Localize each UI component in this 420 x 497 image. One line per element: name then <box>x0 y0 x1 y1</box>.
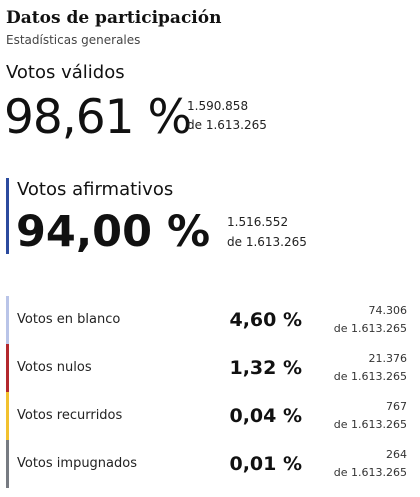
affirmative-votes-percentage: 94,00 % <box>16 207 211 257</box>
row-label: Votos recurridos <box>17 408 123 423</box>
valid-votes-percentage: 98,61 % <box>4 90 192 145</box>
row-blank-votes: Votos en blanco 4,60 % 74.306 de 1.613.2… <box>0 296 420 344</box>
row-percentage: 0,04 % <box>229 405 302 427</box>
row-contested-votes: Votos recurridos 0,04 % 767 de 1.613.265 <box>0 392 420 440</box>
row-label: Votos impugnados <box>17 456 137 471</box>
row-count: 264 <box>386 448 407 461</box>
affirmative-votes-count: 1.516.552 <box>227 215 289 229</box>
row-percentage: 1,32 % <box>229 357 302 379</box>
row-label: Votos en blanco <box>17 312 121 327</box>
valid-votes-total: de 1.613.265 <box>187 118 267 132</box>
panel-title: Datos de participación <box>6 8 222 28</box>
row-count: 21.376 <box>368 352 408 365</box>
affirmative-votes-label: Votos afirmativos <box>17 179 174 200</box>
row-total: de 1.613.265 <box>333 370 407 383</box>
affirmative-color-bar <box>6 178 9 254</box>
row-color-bar <box>6 392 9 440</box>
row-label: Votos nulos <box>17 360 92 375</box>
row-color-bar <box>6 440 9 488</box>
valid-votes-count: 1.590.858 <box>187 99 249 113</box>
row-total: de 1.613.265 <box>333 466 407 479</box>
panel-subtitle: Estadísticas generales <box>6 33 141 47</box>
row-null-votes: Votos nulos 1,32 % 21.376 de 1.613.265 <box>0 344 420 392</box>
affirmative-votes-total: de 1.613.265 <box>227 235 307 249</box>
row-total: de 1.613.265 <box>333 322 407 335</box>
row-color-bar <box>6 296 9 344</box>
row-percentage: 4,60 % <box>229 309 302 331</box>
valid-votes-label: Votos válidos <box>6 62 125 83</box>
row-count: 767 <box>386 400 407 413</box>
row-color-bar <box>6 344 9 392</box>
row-total: de 1.613.265 <box>333 418 407 431</box>
row-percentage: 0,01 % <box>229 453 302 475</box>
row-count: 74.306 <box>368 304 408 317</box>
row-challenged-votes: Votos impugnados 0,01 % 264 de 1.613.265 <box>0 440 420 488</box>
